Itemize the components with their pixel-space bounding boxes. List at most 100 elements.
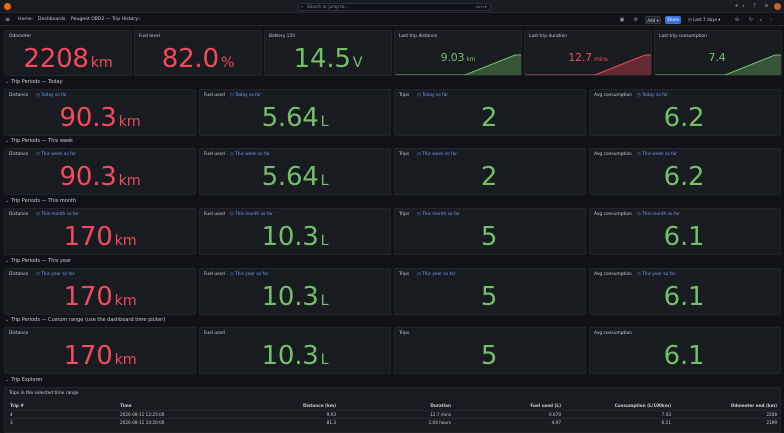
panel-title: Trips xyxy=(399,212,410,217)
stat-unit: km xyxy=(466,56,476,63)
panel-title: Trips xyxy=(399,152,410,157)
row-title[interactable]: ⌄ Trip Periods — This week xyxy=(5,138,74,144)
refresh-icon[interactable]: ↻ xyxy=(748,17,754,23)
stat-panel: Distance ◷ This year so far 170 km xyxy=(4,268,196,315)
dashboard-nav-bar: ≡ Home › Dashboards › Peugeot OBD2 — Tri… xyxy=(0,13,784,26)
stat-value: 6.1 xyxy=(590,282,780,312)
clock-icon: ◷ xyxy=(417,272,421,277)
clock-icon: ◷ xyxy=(36,93,40,98)
stat-number: 90.3 xyxy=(59,103,117,133)
table-cell: 1.04 hours xyxy=(339,417,454,426)
stat-number: 5 xyxy=(480,222,498,252)
stat-value: 90.3 km xyxy=(5,103,195,133)
help-icon[interactable]: ? xyxy=(753,3,756,9)
stat-panel: Odometer 2208 km xyxy=(4,30,132,76)
column-header[interactable]: Duration xyxy=(430,403,451,409)
search-input[interactable]: ⌕ Search or jump to... ctrl+k xyxy=(298,3,491,11)
column-header[interactable]: Distance (km) xyxy=(303,403,336,409)
stat-panel: Distance ◷ This week so far 90.3 km xyxy=(4,148,196,195)
time-range-picker[interactable]: ◷ Last 7 days ▾ xyxy=(688,17,721,22)
chevron-down-icon: ⌄ xyxy=(5,317,10,323)
stat-value: 10.3 L xyxy=(200,341,390,371)
panel-title: Distance xyxy=(9,152,29,157)
breadcrumb-dashboards[interactable]: Dashboards xyxy=(38,17,66,22)
chevron-down-icon: ⌄ xyxy=(5,377,10,383)
panel-description: ◷ This week so far xyxy=(36,152,77,157)
stat-unit: km xyxy=(118,173,141,189)
table-row[interactable]: 3 2026-08-11 10:20:00 81.3 1.04 hours 4.97 6.… xyxy=(7,417,780,426)
stat-unit: L xyxy=(320,293,329,309)
edit-icon[interactable]: ▣ xyxy=(619,17,625,23)
table-cell: 9.03 xyxy=(227,409,339,418)
stat-number: 90.3 xyxy=(59,162,117,192)
stat-number: 10.3 xyxy=(261,222,319,252)
stat-number: 2 xyxy=(480,103,498,133)
stat-value: 5.64 L xyxy=(200,162,390,192)
table-cell: 2208 xyxy=(674,409,780,418)
table-row[interactable]: 4 2026-08-11 12:25:00 9.03 12.7 mins 0.670 7.… xyxy=(7,409,780,418)
row-title-trip-explorer[interactable]: ⌄ Trip Explorer xyxy=(5,377,43,383)
stat-unit: km xyxy=(90,55,113,71)
row-title[interactable]: ⌄ Trip Periods — Custom range (use the da… xyxy=(5,317,166,323)
table-cell: 2026-08-11 10:20:00 xyxy=(117,417,227,426)
star-icon[interactable]: ☆ xyxy=(137,17,142,22)
row-title[interactable]: ⌄ Trip Periods — This month xyxy=(5,198,77,204)
stat-panel: Trips ◷ This year so far 5 xyxy=(394,268,586,315)
chevron-down-icon: ⌄ xyxy=(5,198,10,204)
column-header[interactable]: Consumption (L/100km) xyxy=(614,403,671,409)
row-title[interactable]: ⌄ Trip Periods — This year xyxy=(5,258,72,264)
panel-description: ◷ Today so far xyxy=(417,93,449,98)
avatar[interactable] xyxy=(774,3,781,10)
column-header[interactable]: Odometer end (km) xyxy=(730,403,777,409)
stat-value: 10.3 L xyxy=(200,222,390,252)
stat-number: 10.3 xyxy=(261,282,319,312)
clock-icon: ◷ xyxy=(230,152,234,157)
chevron-down-icon[interactable]: ▾ xyxy=(742,4,745,8)
zoom-out-icon[interactable]: ⊖ xyxy=(734,17,740,23)
table-cell: 6.11 xyxy=(564,417,674,426)
stat-unit: mins xyxy=(593,56,608,63)
panel-description: ◷ This year so far xyxy=(230,272,269,277)
column-header[interactable]: Time xyxy=(120,403,132,409)
add-button[interactable]: Add ▾ xyxy=(645,16,661,24)
grafana-logo-icon[interactable] xyxy=(4,3,11,10)
share-button[interactable]: Share xyxy=(665,16,681,24)
menu-icon[interactable]: ≡ xyxy=(5,16,11,23)
collapse-icon[interactable]: ^ xyxy=(769,18,773,22)
panel-title: Fuel used xyxy=(204,93,225,98)
stat-panel: Last trip consumption 7.4 xyxy=(654,30,782,76)
stat-number: 170 xyxy=(63,282,113,312)
plus-icon[interactable]: + xyxy=(734,3,739,9)
stat-number: 2208 xyxy=(23,44,89,74)
stat-panel: Avg consumption ◷ This month so far 6.1 xyxy=(589,208,781,255)
stat-number: 6.1 xyxy=(663,282,705,312)
chevron-down-icon: ⌄ xyxy=(5,79,10,85)
news-icon[interactable]: ≋ xyxy=(764,3,769,9)
row-title[interactable]: ⌄ Trip Periods — Today xyxy=(5,79,63,85)
stat-number: 6.1 xyxy=(663,222,705,252)
stat-number: 5.64 xyxy=(261,162,319,192)
stat-panel: Avg consumption 6.1 xyxy=(589,327,781,374)
settings-icon[interactable]: ⚙ xyxy=(633,17,639,23)
clock-icon: ◷ xyxy=(230,93,234,98)
stat-unit: L xyxy=(320,352,329,368)
clock-icon: ◷ xyxy=(637,272,641,277)
stat-panel: Avg consumption ◷ This year so far 6.1 xyxy=(589,268,781,315)
stat-value: 6.1 xyxy=(590,222,780,252)
table-cell: 4 xyxy=(7,409,117,418)
stat-value: 82.0% xyxy=(135,44,261,74)
stat-panel: Battery 12V 14.5 V xyxy=(264,30,392,76)
column-header[interactable]: Fuel used (L) xyxy=(530,403,561,409)
breadcrumb-home[interactable]: Home xyxy=(18,17,32,22)
panel-description: ◷ Today so far xyxy=(230,93,262,98)
stat-panel: Fuel used ◷ This month so far 10.3 L xyxy=(199,208,391,255)
panel-description: ◷ This week so far xyxy=(637,152,678,157)
stat-number: 5 xyxy=(480,341,498,371)
panel-title: Last trip distance xyxy=(399,34,438,39)
table-header-row: Trip # Time Distance (km) Duration Fuel used… xyxy=(7,402,780,410)
chevron-down-icon[interactable]: ▾ xyxy=(760,18,762,22)
panel-title: Distance xyxy=(9,331,29,336)
clock-icon: ◷ xyxy=(637,93,641,98)
column-header[interactable]: Trip # xyxy=(10,403,24,409)
clock-icon: ◷ xyxy=(637,152,641,157)
